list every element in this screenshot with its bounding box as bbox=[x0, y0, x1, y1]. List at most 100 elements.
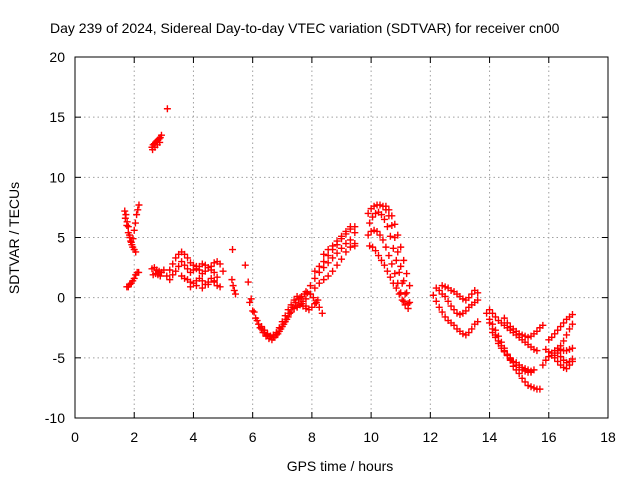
data-point bbox=[252, 314, 260, 322]
x-tick-label: 18 bbox=[600, 429, 616, 445]
data-point bbox=[468, 325, 476, 333]
y-tick-label: -10 bbox=[45, 410, 65, 426]
data-point bbox=[121, 207, 129, 215]
data-point bbox=[302, 295, 310, 303]
data-point bbox=[290, 296, 298, 304]
data-point bbox=[380, 261, 388, 269]
data-point bbox=[521, 378, 529, 386]
data-point bbox=[503, 319, 511, 327]
y-tick-label: 15 bbox=[49, 109, 65, 125]
data-point bbox=[213, 273, 221, 281]
data-point bbox=[373, 227, 381, 235]
data-point bbox=[172, 254, 180, 262]
data-point bbox=[369, 213, 377, 221]
data-point bbox=[329, 267, 337, 275]
data-point bbox=[320, 276, 328, 284]
data-point bbox=[216, 283, 224, 291]
series-arc-4b bbox=[166, 258, 221, 284]
data-point bbox=[489, 309, 497, 317]
x-tick-label: 10 bbox=[363, 429, 379, 445]
data-point bbox=[315, 268, 323, 276]
data-point bbox=[160, 266, 168, 274]
data-point bbox=[184, 254, 192, 262]
series-arc-9c bbox=[438, 282, 482, 304]
data-point bbox=[400, 256, 408, 264]
data-point bbox=[486, 319, 494, 327]
data-point bbox=[364, 209, 372, 217]
data-point bbox=[130, 226, 138, 234]
data-point bbox=[489, 329, 497, 337]
data-point bbox=[315, 279, 323, 287]
data-point bbox=[333, 249, 341, 257]
y-tick-label: 20 bbox=[49, 49, 65, 65]
data-point bbox=[560, 319, 568, 327]
series-arc-8b bbox=[366, 208, 412, 308]
data-point bbox=[388, 212, 396, 220]
y-tick-label: -5 bbox=[53, 350, 66, 366]
x-tick-label: 12 bbox=[423, 429, 439, 445]
data-point bbox=[403, 270, 411, 278]
series-arc-6b bbox=[246, 292, 322, 340]
y-tick-label: 10 bbox=[49, 169, 65, 185]
data-point bbox=[386, 232, 394, 240]
data-point bbox=[391, 220, 399, 228]
data-point bbox=[377, 256, 385, 264]
data-point bbox=[311, 274, 319, 282]
data-point bbox=[388, 260, 396, 268]
data-point bbox=[281, 318, 289, 326]
data-point bbox=[186, 283, 194, 291]
data-point bbox=[465, 294, 473, 302]
data-point bbox=[216, 260, 224, 268]
data-point bbox=[166, 276, 174, 284]
data-point bbox=[397, 243, 405, 251]
data-point bbox=[157, 131, 165, 139]
data-point bbox=[261, 326, 269, 334]
data-point bbox=[377, 211, 385, 219]
series-arc-5 bbox=[229, 246, 237, 254]
data-point bbox=[391, 270, 399, 278]
data-point bbox=[210, 268, 218, 276]
data-point bbox=[527, 368, 535, 376]
data-point bbox=[247, 295, 255, 303]
data-point bbox=[229, 246, 237, 254]
data-point bbox=[506, 354, 514, 362]
data-point bbox=[132, 248, 140, 256]
data-point bbox=[394, 231, 402, 239]
data-point bbox=[539, 361, 547, 369]
data-point bbox=[557, 353, 565, 361]
series-arc-4a bbox=[163, 248, 227, 280]
data-point bbox=[315, 262, 323, 270]
data-point bbox=[318, 309, 326, 317]
y-tick-label: 5 bbox=[57, 230, 65, 246]
data-point bbox=[298, 300, 306, 308]
data-point bbox=[130, 274, 138, 282]
data-point bbox=[351, 240, 359, 248]
data-point bbox=[308, 303, 316, 311]
data-point bbox=[156, 272, 164, 280]
data-point bbox=[441, 292, 449, 300]
data-point bbox=[311, 284, 319, 292]
data-point bbox=[198, 284, 206, 292]
data-point bbox=[124, 223, 132, 231]
series-arc-11b bbox=[542, 345, 576, 373]
data-point bbox=[491, 333, 499, 341]
data-point bbox=[400, 297, 408, 305]
y-tick-label: 0 bbox=[57, 290, 65, 306]
data-point bbox=[551, 351, 559, 359]
data-point bbox=[302, 304, 310, 312]
data-point bbox=[169, 260, 177, 268]
chart-title: Day 239 of 2024, Sidereal Day-to-day VTE… bbox=[50, 20, 560, 36]
data-point bbox=[444, 297, 452, 305]
series-arc-1c bbox=[123, 268, 143, 291]
data-point bbox=[406, 282, 414, 290]
data-point bbox=[560, 337, 568, 345]
data-point bbox=[566, 325, 574, 333]
data-point bbox=[401, 301, 409, 309]
data-point bbox=[380, 215, 388, 223]
data-point bbox=[497, 344, 505, 352]
data-point bbox=[376, 231, 384, 239]
data-point bbox=[181, 261, 189, 269]
data-point bbox=[192, 282, 200, 290]
data-point bbox=[201, 267, 209, 275]
